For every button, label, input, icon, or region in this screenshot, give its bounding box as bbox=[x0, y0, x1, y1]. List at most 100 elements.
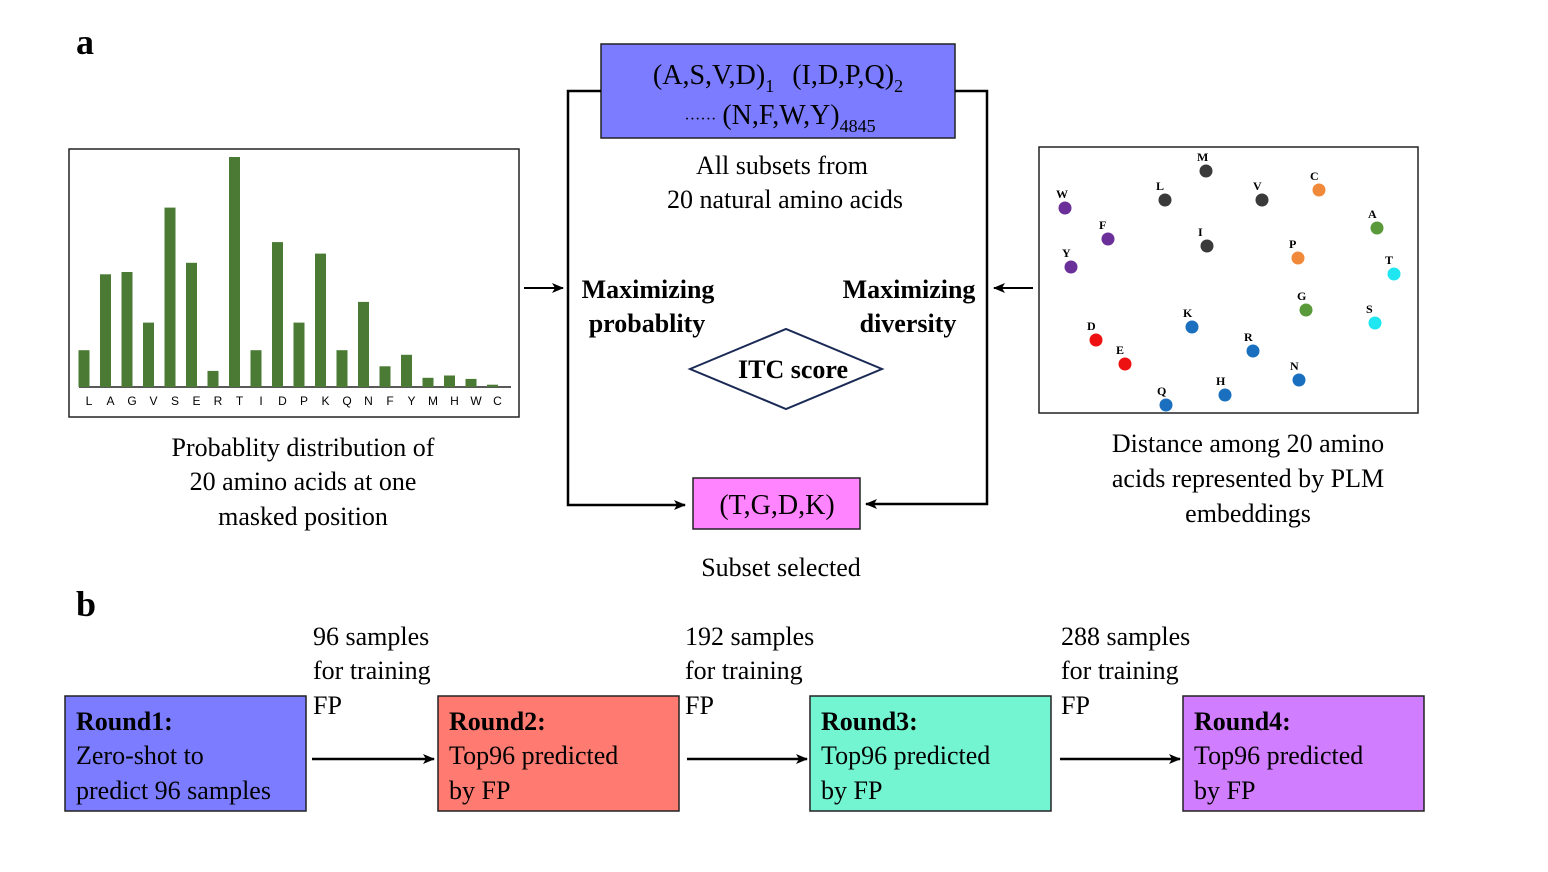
bar-tick-label: C bbox=[493, 394, 502, 408]
point-label-C: C bbox=[1310, 169, 1319, 183]
bar-tick-label: M bbox=[428, 394, 438, 408]
point-G bbox=[1299, 303, 1313, 317]
point-F bbox=[1101, 232, 1115, 246]
point-label-E: E bbox=[1116, 343, 1124, 357]
round-1-line-2: predict 96 samples bbox=[76, 776, 271, 805]
bar-tick-label: F bbox=[386, 394, 393, 408]
bar-R bbox=[207, 370, 219, 387]
bar-tick-label: R bbox=[214, 394, 223, 408]
bar-E bbox=[186, 262, 197, 387]
right-bracket-line bbox=[865, 89, 989, 509]
arrow-1-line-2: for training bbox=[313, 656, 431, 685]
panel-label-b: b bbox=[76, 584, 96, 624]
round-2-title: Round2: bbox=[449, 707, 546, 736]
bar-chart-caption-line-2: 20 amino acids at one bbox=[190, 467, 417, 496]
point-label-F: F bbox=[1099, 218, 1106, 232]
bar-chart-caption-line-1: Probablity distribution of bbox=[172, 433, 435, 462]
maximizing-diversity-line-2: diversity bbox=[860, 309, 957, 338]
bar-tick-label: Y bbox=[407, 394, 415, 408]
point-P bbox=[1291, 251, 1305, 265]
bar-tick-label: H bbox=[450, 394, 459, 408]
point-C bbox=[1312, 183, 1326, 197]
round-3-title: Round3: bbox=[821, 707, 918, 736]
bar-T bbox=[229, 157, 240, 387]
bar-V bbox=[143, 322, 154, 387]
point-label-I: I bbox=[1198, 225, 1203, 239]
round-4-title: Round4: bbox=[1194, 707, 1291, 736]
subsets-caption-line-2: 20 natural amino acids bbox=[667, 185, 903, 214]
round-arrow-2: 192 samples for training FP bbox=[685, 622, 814, 764]
bar-tick-label: L bbox=[86, 394, 93, 408]
point-W bbox=[1058, 201, 1072, 215]
round-3-line-1: Top96 predicted bbox=[821, 741, 990, 770]
bar-tick-label: T bbox=[236, 394, 244, 408]
bar-M bbox=[422, 377, 434, 387]
subsets-line-1: (A,S,V,D)1 (I,D,P,Q)2 bbox=[653, 60, 903, 96]
point-R bbox=[1246, 344, 1260, 358]
round-3-line-2: by FP bbox=[821, 776, 882, 805]
round-arrow-1: 96 samples for training FP bbox=[312, 622, 435, 764]
maximizing-probability-line-2: probablity bbox=[589, 309, 706, 338]
point-label-G: G bbox=[1297, 289, 1306, 303]
bar-tick-label: S bbox=[171, 394, 179, 408]
bar-tick-label: N bbox=[364, 394, 373, 408]
bar-tick-label: K bbox=[321, 394, 329, 408]
point-S bbox=[1368, 316, 1382, 330]
point-N bbox=[1292, 373, 1306, 387]
point-label-V: V bbox=[1253, 179, 1262, 193]
point-label-W: W bbox=[1056, 187, 1068, 201]
point-label-D: D bbox=[1087, 319, 1096, 333]
selected-subset-box bbox=[692, 477, 861, 530]
round-4-box: Round4: Top96 predicted by FP bbox=[1182, 695, 1425, 812]
bar-D bbox=[272, 242, 283, 387]
point-I bbox=[1200, 239, 1214, 253]
point-V bbox=[1255, 193, 1269, 207]
bar-H bbox=[444, 375, 455, 387]
point-K bbox=[1185, 320, 1199, 334]
point-label-Y: Y bbox=[1062, 246, 1071, 260]
arrow-3-line-3: FP bbox=[1061, 691, 1090, 720]
point-E bbox=[1118, 357, 1132, 371]
point-A bbox=[1370, 221, 1384, 235]
point-label-R: R bbox=[1244, 330, 1253, 344]
bar-tick-label: D bbox=[278, 394, 287, 408]
bar-L bbox=[78, 350, 90, 387]
round-1-box: Round1: Zero-shot to predict 96 samples bbox=[64, 695, 307, 812]
point-H bbox=[1218, 388, 1232, 402]
round-arrow-3: 288 samples for training FP bbox=[1060, 622, 1190, 764]
itc-score-label: ITC score bbox=[738, 355, 848, 384]
arrow-2-line-2: for training bbox=[685, 656, 803, 685]
subsets-box bbox=[600, 43, 956, 139]
itc-score-diamond bbox=[687, 327, 885, 411]
maximizing-probability-line-1: Maximizing bbox=[582, 275, 715, 304]
panel-label-a: a bbox=[76, 22, 94, 62]
bar-tick-label: W bbox=[470, 394, 482, 408]
subsets-caption-line-1: All subsets from bbox=[696, 151, 868, 180]
point-label-T: T bbox=[1385, 253, 1393, 267]
bar-tick-label: A bbox=[106, 394, 114, 408]
point-label-P: P bbox=[1289, 237, 1296, 251]
bar-I bbox=[250, 350, 262, 387]
bar-Y bbox=[401, 354, 412, 387]
bar-Q bbox=[336, 350, 348, 387]
bar-tick-label: V bbox=[149, 394, 157, 408]
point-label-L: L bbox=[1156, 179, 1164, 193]
point-label-M: M bbox=[1197, 150, 1208, 164]
point-label-N: N bbox=[1290, 359, 1299, 373]
bar-tick-label: E bbox=[192, 394, 200, 408]
embedding-scatter-plot: M L V I W F Y C P A G T S K R N H Q D E bbox=[1038, 146, 1419, 414]
point-T bbox=[1387, 267, 1401, 281]
bar-tick-label: G bbox=[127, 394, 136, 408]
point-Q bbox=[1159, 398, 1173, 412]
point-D bbox=[1089, 333, 1103, 347]
point-label-K: K bbox=[1183, 306, 1193, 320]
bar-S bbox=[164, 207, 176, 387]
arrow-2-line-1: 192 samples bbox=[685, 622, 814, 651]
arrow-1-line-1: 96 samples bbox=[313, 622, 429, 651]
round-4-line-1: Top96 predicted bbox=[1194, 741, 1363, 770]
arrow-3-line-2: for training bbox=[1061, 656, 1179, 685]
scatter-caption-line-2: acids represented by PLM bbox=[1112, 464, 1384, 493]
